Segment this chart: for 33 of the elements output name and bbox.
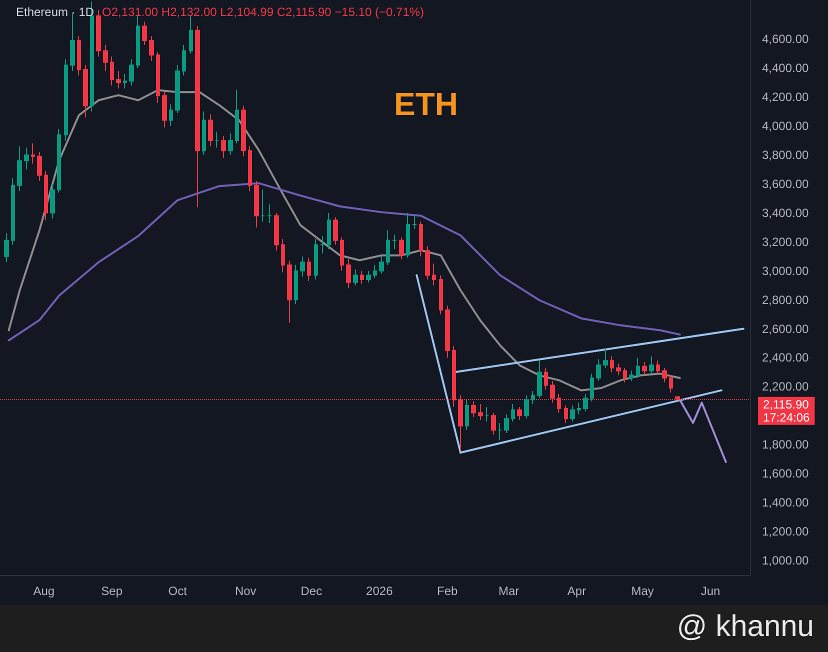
y-tick-label: 2,200.00	[762, 380, 810, 394]
y-tick-label: 3,600.00	[762, 176, 810, 191]
x-tick-label: Feb	[437, 584, 458, 598]
x-tick-label: May	[631, 584, 654, 598]
ref-line-label: 2,115.90 17:24:06	[763, 397, 810, 424]
y-tick-label: 4,600.00	[762, 32, 810, 46]
annotation: O2,131.00 H2,132.00 L2,104.99 C2,115.90 −15.10 (−0.71%)	[102, 5, 424, 19]
y-tick-label: 3,800.00	[762, 148, 810, 162]
x-tick-label: Apr	[567, 584, 586, 598]
x-tick-label: Oct	[168, 584, 188, 598]
y-tick-label: 1,200.00	[762, 524, 810, 539]
y-tick-label: 4,000.00	[762, 119, 810, 134]
annotation: ETH	[394, 86, 458, 123]
x-tick-label: Sep	[101, 584, 123, 598]
y-tick-label: 2,400.00	[762, 350, 810, 365]
x-tick-label: Jun	[700, 584, 720, 598]
y-tick-label: 3,400.00	[762, 206, 810, 220]
x-tick-label: Dec	[300, 584, 322, 598]
y-tick-label: 3,200.00	[762, 234, 810, 249]
text: @ khannu	[676, 610, 814, 644]
y-tick-label: 4,400.00	[762, 61, 810, 76]
x-tick-label: 2026	[366, 584, 394, 598]
y-tick-label: 4,200.00	[762, 90, 810, 104]
y-tick-label: 1,600.00	[762, 466, 810, 481]
y-tick-label: 1,000.00	[762, 554, 810, 568]
y-tick-label: 1,800.00	[762, 438, 810, 452]
x-tick-label: Aug	[33, 584, 55, 598]
y-tick-label: 1,400.00	[762, 496, 810, 510]
y-tick-label: 2,600.00	[762, 322, 810, 336]
x-tick-label: Mar	[498, 584, 520, 598]
y-tick-label: 2,800.00	[762, 292, 810, 307]
x-tick-label: Nov	[234, 584, 256, 598]
y-tick-label: 3,000.00	[762, 264, 810, 278]
